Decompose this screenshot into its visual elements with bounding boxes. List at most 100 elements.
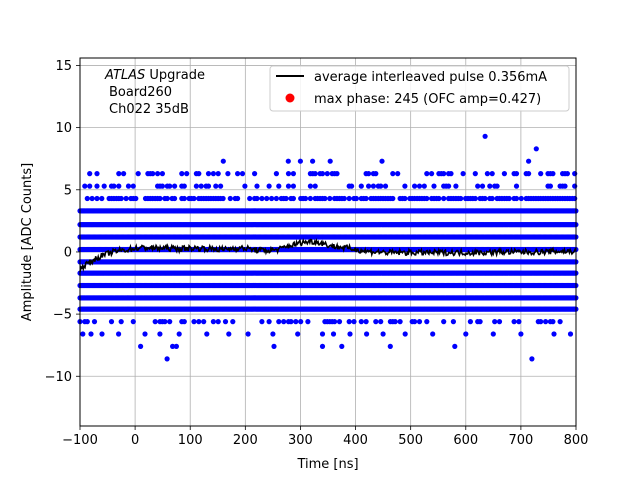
sample-point [487, 183, 493, 189]
sample-point [252, 171, 258, 177]
annotation-upgrade: Upgrade [145, 68, 205, 83]
sample-point [327, 158, 333, 164]
sample-point [441, 319, 447, 325]
sample-point [346, 319, 352, 325]
sample-point [436, 195, 442, 202]
x-tick-label: 800 [564, 433, 589, 448]
sample-point [467, 319, 473, 325]
sample-point [254, 183, 260, 189]
sample-point [305, 319, 311, 325]
sample-point [159, 183, 165, 189]
sample-point [181, 195, 187, 202]
sample-point [142, 331, 148, 337]
sample-point [123, 195, 129, 202]
sample-point [181, 183, 187, 189]
sample-point [516, 319, 522, 325]
sample-point [184, 171, 190, 177]
sample-point [463, 331, 469, 337]
sample-point [290, 195, 296, 202]
sample-point [506, 195, 512, 202]
sample-point [157, 331, 163, 337]
sample-point [150, 171, 156, 177]
sample-point [239, 171, 246, 177]
sample-point [416, 183, 423, 189]
sample-point [157, 195, 163, 202]
sample-point [297, 158, 303, 164]
sample-point [270, 331, 276, 337]
sample-point [346, 195, 352, 202]
sample-point [332, 319, 338, 325]
sample-point [215, 319, 221, 325]
sample-point [572, 195, 578, 202]
sample-point [242, 183, 248, 189]
sample-point [235, 171, 241, 177]
sample-point [276, 183, 282, 189]
sample-point [225, 171, 231, 177]
sample-point [125, 183, 132, 189]
sample-point [290, 183, 296, 189]
sample-point [452, 343, 458, 349]
sample-point [269, 195, 275, 202]
sample-point [392, 319, 398, 325]
y-axis-label: Amplitude [ADC Counts] [20, 163, 35, 321]
sample-point [312, 171, 318, 177]
sample-point [290, 171, 296, 177]
sample-point [167, 319, 173, 325]
sample-point [477, 319, 483, 325]
sample-point [191, 195, 197, 202]
sample-point [412, 319, 418, 325]
sample-point [382, 183, 389, 189]
sample-point [324, 171, 330, 177]
sample-point [543, 319, 549, 325]
sample-point [193, 183, 199, 189]
sample-point [336, 319, 343, 325]
sample-point [334, 171, 340, 177]
sample-point [99, 195, 105, 202]
sample-point [222, 319, 229, 325]
sample-point [564, 171, 571, 177]
sample-point [353, 195, 359, 202]
sample-point [94, 171, 100, 177]
sample-point [479, 183, 486, 189]
sample-point [366, 171, 372, 177]
sample-point [518, 195, 524, 202]
sample-point [347, 331, 353, 337]
sample-point [101, 183, 107, 189]
sample-point [526, 158, 532, 164]
sample-point [254, 195, 260, 202]
sample-point [550, 319, 556, 325]
sample-point [572, 183, 578, 189]
sample-point [87, 183, 93, 189]
sample-point [551, 331, 557, 337]
y-tick-label: 5 [64, 183, 72, 198]
sample-point [567, 331, 574, 337]
sample-point [319, 343, 326, 349]
sample-point [283, 195, 289, 202]
sample-point [84, 195, 90, 202]
sample-point [210, 171, 216, 177]
sample-point [363, 195, 369, 202]
sample-point [429, 171, 435, 177]
sample-point [482, 195, 488, 202]
sample-point [529, 356, 535, 362]
sample-point [492, 319, 498, 325]
sample-point [364, 331, 370, 337]
sample-point [458, 195, 464, 202]
sample-point [513, 195, 520, 202]
sample-point [205, 183, 212, 189]
sample-point [511, 319, 517, 325]
sample-point [298, 319, 304, 325]
y-tick-label: −10 [45, 370, 72, 385]
sample-point [116, 331, 122, 337]
sample-point [230, 319, 236, 325]
sample-point [557, 319, 563, 325]
sample-point [526, 171, 532, 177]
sample-point [226, 331, 232, 337]
x-tick-label: −100 [62, 433, 98, 448]
sample-point [247, 195, 253, 202]
axis-ticks: −100 0 100 200 300 400 500 600 700 800 −10 −5 0 5 10 15 [45, 59, 589, 448]
sample-point [80, 331, 86, 337]
sample-point [441, 171, 447, 177]
sample-point [312, 183, 318, 189]
